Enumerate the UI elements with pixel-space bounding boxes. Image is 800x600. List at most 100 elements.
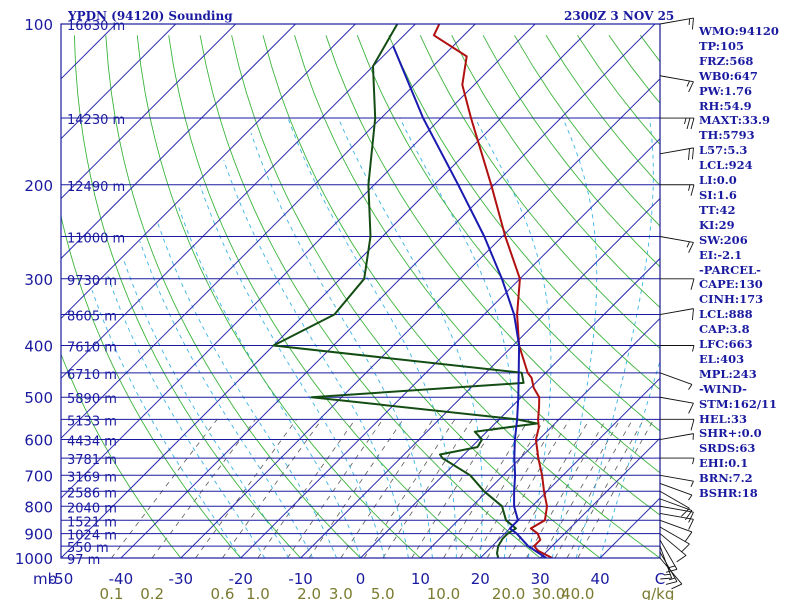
isotherm xyxy=(61,24,476,439)
moist-adiabat xyxy=(122,258,290,558)
moist-adiabat xyxy=(337,117,483,558)
index-item: EL:403 xyxy=(699,351,745,366)
wind-barb xyxy=(659,236,694,253)
dry-adiabat xyxy=(168,35,481,558)
index-item: BSHR:18 xyxy=(699,486,758,501)
temperature-line xyxy=(432,24,553,558)
mixing-ratio-label: 0.6 xyxy=(211,585,235,600)
isotherm xyxy=(240,137,660,558)
mixing-ratio-line xyxy=(459,419,545,558)
height-label: 16630 m xyxy=(67,19,125,34)
index-item: WB0:647 xyxy=(699,68,758,83)
height-label: 3169 m xyxy=(67,470,117,485)
isotherm xyxy=(539,437,660,558)
pressure-tick-label: 600 xyxy=(24,432,53,450)
valid-time: 2300Z 3 NOV 25 xyxy=(564,9,675,23)
dry-adiabat xyxy=(199,35,541,558)
pressure-tick-label: 700 xyxy=(24,467,53,485)
moist-adiabat xyxy=(139,240,314,558)
isotherm xyxy=(61,24,416,380)
isotherm xyxy=(61,24,177,140)
mixing-ratio-label: g/kg xyxy=(642,585,675,600)
index-item: WMO:94120 xyxy=(699,24,779,38)
mixing-ratio-line xyxy=(382,419,473,558)
moist-adiabat xyxy=(287,117,457,558)
mixing-ratio-line xyxy=(411,419,500,558)
temp-tick-label: -30 xyxy=(169,570,194,588)
wind-barb xyxy=(659,482,693,501)
height-label: 1024 m xyxy=(67,529,117,544)
isotherm xyxy=(61,24,356,320)
mixing-ratio-line xyxy=(577,419,655,558)
wind-barb xyxy=(659,498,693,521)
isotherm xyxy=(61,24,596,558)
index-item: CAP:3.8 xyxy=(699,322,750,337)
mixing-ratio-line xyxy=(541,419,621,558)
index-item: PW:1.76 xyxy=(699,83,753,98)
indices-panel: WMO:94120 TP:105 FRZ:568 WB0:647 PW:1.76 RH:5… xyxy=(699,24,779,501)
parcel-line xyxy=(392,45,547,558)
temp-tick-label: -20 xyxy=(228,570,253,588)
wind-barb xyxy=(659,490,690,517)
mixing-ratio-label: 1.0 xyxy=(246,585,270,600)
wind-barbs xyxy=(659,17,695,590)
wind-barb xyxy=(659,519,693,542)
wind-barb xyxy=(659,505,694,523)
moist-adiabat xyxy=(474,117,552,558)
dry-adiabat xyxy=(388,35,660,391)
mixing-ratio-line xyxy=(151,419,256,558)
height-label: 550 m xyxy=(67,541,109,556)
mixing-ratio-label: 30.0 xyxy=(532,585,565,600)
mixing-ratio-label: 3.0 xyxy=(329,585,353,600)
temp-tick-label: 0 xyxy=(356,570,366,588)
index-item: SRDS:63 xyxy=(699,441,756,456)
mixing-ratio-label: 10.0 xyxy=(427,585,460,600)
mixing-ratio-line xyxy=(508,419,590,558)
dry-adiabat xyxy=(136,35,422,558)
index-item: -PARCEL- xyxy=(699,262,761,277)
temp-tick-label: -10 xyxy=(288,570,313,588)
profiles xyxy=(272,24,553,558)
index-item: FRZ:568 xyxy=(699,53,754,68)
index-item: LCL:888 xyxy=(699,307,753,322)
pressure-tick-label: 400 xyxy=(24,338,53,356)
height-label: 6710 m xyxy=(67,368,117,383)
dry-adiabat xyxy=(61,214,242,558)
index-item: LCL:924 xyxy=(699,158,753,173)
dry-adiabat xyxy=(231,35,601,558)
index-item: STM:162/11 xyxy=(699,396,778,411)
index-item: SW:206 xyxy=(699,232,748,247)
wind-barb xyxy=(659,474,694,488)
mixing-ratio-line xyxy=(111,419,218,558)
height-label: 1521 m xyxy=(67,515,117,530)
index-item: CINH:173 xyxy=(699,292,764,307)
index-item: KI:29 xyxy=(699,217,735,232)
wind-barb xyxy=(659,433,694,440)
mixing-ratio-label: 5.0 xyxy=(371,585,395,600)
moist-adiabat xyxy=(178,206,361,558)
dry-adiabat xyxy=(482,35,660,268)
dewpoint-line xyxy=(272,24,538,558)
mixing-ratio-label: 40.0 xyxy=(561,585,594,600)
dry-adiabat xyxy=(294,35,660,516)
height-label: 2586 m xyxy=(67,486,117,501)
mixing-ratio-line xyxy=(195,419,297,558)
temp-tick-label: 20 xyxy=(471,570,490,588)
isotherm xyxy=(61,24,296,260)
chart-title: YPDN (94120) Sounding xyxy=(68,9,233,23)
index-item: TH:5793 xyxy=(699,128,755,143)
mixing-ratio-line xyxy=(554,419,634,558)
temp-tick-label: 30 xyxy=(531,570,550,588)
height-label: 12490 m xyxy=(67,180,125,195)
wind-barb xyxy=(659,17,694,30)
height-label: 9730 m xyxy=(67,274,117,289)
index-item: CAPE:130 xyxy=(699,277,763,292)
mixing-ratio-label: 20.0 xyxy=(492,585,525,600)
pressure-tick-label: 1000 xyxy=(15,550,53,568)
isotherm xyxy=(300,197,660,558)
mixing-ratio-line xyxy=(340,419,434,558)
mixing-ratio-label: 0.2 xyxy=(140,585,164,600)
wind-barb xyxy=(659,539,678,573)
